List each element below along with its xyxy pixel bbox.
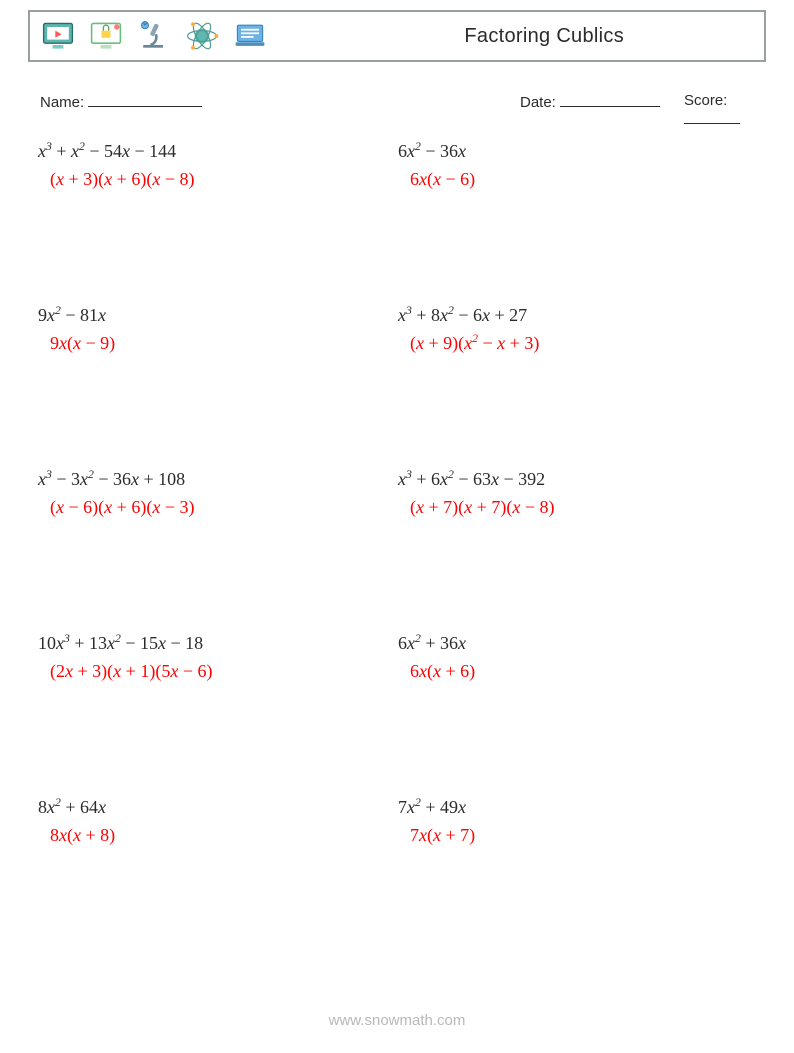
problem-expression: 10x3 + 13x2 − 15x − 18 — [38, 632, 378, 655]
problem-cell: 7x2 + 49x 7x(x + 7) — [398, 796, 758, 960]
problem-row: x3 + x2 − 54x − 144 (x + 3)(x + 6)(x − 8)… — [38, 140, 758, 304]
problem-expression: 7x2 + 49x — [398, 796, 738, 819]
problem-answer: 8x(x + 8) — [50, 825, 378, 846]
problem-answer: (x + 7)(x + 7)(x − 8) — [410, 497, 738, 518]
problem-answer: 6x(x − 6) — [410, 169, 738, 190]
problem-cell: 6x2 + 36x 6x(x + 6) — [398, 632, 758, 796]
problem-cell: 10x3 + 13x2 − 15x − 18 (2x + 3)(x + 1)(5x… — [38, 632, 398, 796]
meta-row: Name: Date: Score: — [40, 92, 760, 116]
footer-text: www.snowmath.com — [0, 1012, 794, 1029]
problem-cell: x3 + 6x2 − 63x − 392 (x + 7)(x + 7)(x − 8… — [398, 468, 758, 632]
problem-expression: x3 + x2 − 54x − 144 — [38, 140, 378, 163]
name-blank[interactable] — [88, 92, 202, 107]
score-blank[interactable] — [684, 109, 740, 124]
date-label: Date: — [520, 94, 556, 111]
problem-expression: x3 + 6x2 − 63x − 392 — [398, 468, 738, 491]
problem-row: 8x2 + 64x 8x(x + 8) 7x2 + 49x 7x(x + 7) — [38, 796, 758, 960]
problem-expression: 6x2 − 36x — [398, 140, 738, 163]
problems-grid: x3 + x2 − 54x − 144 (x + 3)(x + 6)(x − 8)… — [38, 140, 758, 960]
page-title: Factoring Cublics — [464, 25, 764, 48]
problem-expression: 9x2 − 81x — [38, 304, 378, 327]
problem-cell: 9x2 − 81x 9x(x − 9) — [38, 304, 398, 468]
problem-answer: 6x(x + 6) — [410, 661, 738, 682]
problem-cell: x3 + x2 − 54x − 144 (x + 3)(x + 6)(x − 8) — [38, 140, 398, 304]
problem-answer: 7x(x + 7) — [410, 825, 738, 846]
laptop-list-icon — [232, 18, 268, 54]
problem-answer: (x + 3)(x + 6)(x − 8) — [50, 169, 378, 190]
problem-expression: x3 + 8x2 − 6x + 27 — [398, 304, 738, 327]
problem-cell: 6x2 − 36x 6x(x − 6) — [398, 140, 758, 304]
problem-row: 10x3 + 13x2 − 15x − 18 (2x + 3)(x + 1)(5x… — [38, 632, 758, 796]
atom-globe-icon — [184, 18, 220, 54]
problem-answer: (x − 6)(x + 6)(x − 3) — [50, 497, 378, 518]
problem-expression: 6x2 + 36x — [398, 632, 738, 655]
lock-monitor-icon — [88, 18, 124, 54]
microscope-icon — [136, 18, 172, 54]
problem-cell: x3 + 8x2 − 6x + 27 (x + 9)(x2 − x + 3) — [398, 304, 758, 468]
problem-cell: 8x2 + 64x 8x(x + 8) — [38, 796, 398, 960]
icon-strip — [30, 18, 268, 54]
header-box: Factoring Cublics — [28, 10, 766, 62]
problem-expression: 8x2 + 64x — [38, 796, 378, 819]
video-monitor-icon — [40, 18, 76, 54]
name-label: Name: — [40, 94, 84, 111]
score-label: Score: — [684, 92, 727, 109]
date-blank[interactable] — [560, 92, 660, 107]
problem-expression: x3 − 3x2 − 36x + 108 — [38, 468, 378, 491]
problem-row: 9x2 − 81x 9x(x − 9) x3 + 8x2 − 6x + 27 (x +… — [38, 304, 758, 468]
problem-answer: (x + 9)(x2 − x + 3) — [410, 333, 738, 354]
problem-row: x3 − 3x2 − 36x + 108 (x − 6)(x + 6)(x − 3… — [38, 468, 758, 632]
problem-cell: x3 − 3x2 − 36x + 108 (x − 6)(x + 6)(x − 3… — [38, 468, 398, 632]
problem-answer: 9x(x − 9) — [50, 333, 378, 354]
problem-answer: (2x + 3)(x + 1)(5x − 6) — [50, 661, 378, 682]
